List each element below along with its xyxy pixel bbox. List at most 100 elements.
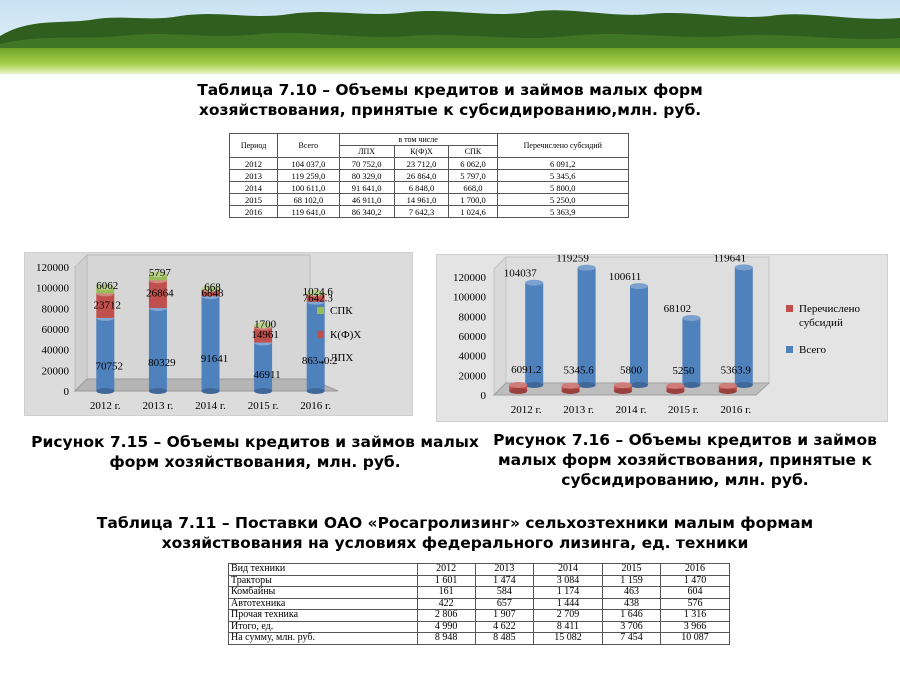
data-label: 5797 [149,267,172,279]
cylinder-bottom [561,388,580,394]
table-7-11-caption: Таблица 7.11 – Поставки ОАО «Росагролизи… [96,514,814,552]
table-cell: 161 [416,586,476,599]
x-tick-label: 2014 г. [616,404,647,416]
data-label: 6848 [202,287,225,299]
cylinder-bottom [682,382,701,388]
table-cell: 1 316 [660,609,730,622]
table-cell: 68 102,0 [277,193,340,206]
cylinder-bottom [614,388,632,394]
legend-swatch [317,331,324,338]
data-label: 668 [204,282,221,294]
table-cell: 86 340,2 [338,205,395,218]
cylinder-top [509,382,528,389]
table-cell: 2 709 [533,609,603,622]
table-cell: 4 990 [416,620,476,633]
table-cell: 46 911,0 [338,193,395,206]
table-cell: 3 966 [660,620,730,633]
legend-label: Перечислено субсидий [799,303,860,329]
table-header-cell: 2013 [474,563,535,576]
header-kfh: К(Ф)Х [393,145,450,158]
y-tick-label: 80000 [459,311,487,323]
table-cell: 584 [474,586,535,599]
stacked-bar-chart: 0 20000 40000 60000 80000 100000 120000 70752 23… [36,253,361,412]
legend-swatch [317,354,324,361]
table-cell: 6 062,0 [448,157,498,170]
cylinder-bottom [509,388,528,394]
table-cell: 7 642,3 [393,205,450,218]
table-cell: 6 091,2 [496,157,630,170]
data-label: 68102 [664,303,692,315]
data-label: 119641 [714,255,747,264]
table-cell: 2014 [228,181,279,194]
table-cell: Прочая техника [228,609,418,622]
bar-segment [254,327,273,343]
table-cell: 438 [601,597,662,610]
table-cell: 1 024,6 [448,205,498,218]
table-7-10-caption: Таблица 7.10 – Объемы кредитов и займов … [197,81,703,119]
x-tick-label: 2012 г. [90,400,121,412]
data-label: 14961 [251,329,279,341]
bar-top [96,284,115,291]
table-cell: 119 641,0 [277,205,340,218]
table-row: 2013 119 259,0 80 329,0 26 864,0 5 797,0 5 34… [228,169,630,182]
bar-top [201,285,220,292]
x-tick-label: 2013 г. [563,404,594,416]
x-tick-label: 2015 г. [248,400,279,412]
bar-segment [201,289,220,297]
table-cell: 2 806 [416,609,476,622]
cylinder-top [734,264,753,271]
data-label: 26864 [146,288,174,300]
x-tick-label: 2016 г. [720,404,751,416]
cylinder-bottom [718,388,737,394]
legend-swatch [786,305,793,312]
cylinder-body [525,282,544,385]
legend-label-line: Перечислено [799,303,860,315]
y-tick-label: 40000 [459,351,487,363]
y-tick-label: 0 [64,386,70,398]
legend-label: СПК [330,305,353,317]
table-cell: 463 [601,586,662,599]
data-label: 5800 [620,364,643,376]
y-tick-label: 100000 [36,283,70,295]
y-tick-label: 0 [481,390,487,402]
x-tick-label: 2012 г. [511,404,542,416]
table-cell: 1 444 [533,597,603,610]
leasing-table: Вид техники 2012 2013 2014 2015 2016 Тракторы… [228,563,730,645]
data-label: 91641 [201,353,229,365]
table-cell: 1 474 [474,574,535,587]
data-label: 23712 [94,299,122,311]
table-row: Комбайны 161 584 1 174 463 604 [228,586,730,599]
table-cell: 1 700,0 [448,193,498,206]
table-cell: Автотехника [228,597,418,610]
header-incl: в том числе [338,133,498,146]
table-cell: Итого, ед. [228,620,418,633]
bar-bottom [201,388,220,394]
table-header-cell: 2014 [533,563,603,576]
legend-label: К(Ф)Х [330,329,361,341]
table-cell: 91 641,0 [338,181,395,194]
bar-segment [306,301,325,391]
table-row: Прочая техника 2 806 1 907 2 709 1 646 1 316 [228,609,730,622]
cylinder-body [734,267,753,385]
bar-bottom [96,388,115,394]
bar-top [254,322,273,329]
legend-label-line: субсидий [799,317,843,329]
y-tick-label: 100000 [453,292,487,304]
y-tick-label: 20000 [42,365,70,377]
table-cell: 7 454 [601,632,662,645]
table-cell: На сумму, млн. руб. [228,632,418,645]
cylinder-bottom [666,388,685,394]
table-cell: 5 363,9 [496,205,630,218]
table-row: Автотехника 422 657 1 444 438 576 [228,597,730,610]
bar-bottom [254,388,273,394]
table-cell: 1 646 [601,609,662,622]
header-banner [0,0,900,74]
data-label: 104037 [504,268,538,280]
table-cell: 119 259,0 [277,169,340,182]
x-tick-label: 2014 г. [195,400,226,412]
data-label: 1700 [254,318,277,330]
data-label: 119259 [556,255,589,265]
table-row: 2014 100 611,0 91 641,0 6 848,0 668,0 5 800,0 [228,181,630,194]
data-label: 5345.6 [563,365,594,377]
y-tick-label: 120000 [36,262,70,274]
